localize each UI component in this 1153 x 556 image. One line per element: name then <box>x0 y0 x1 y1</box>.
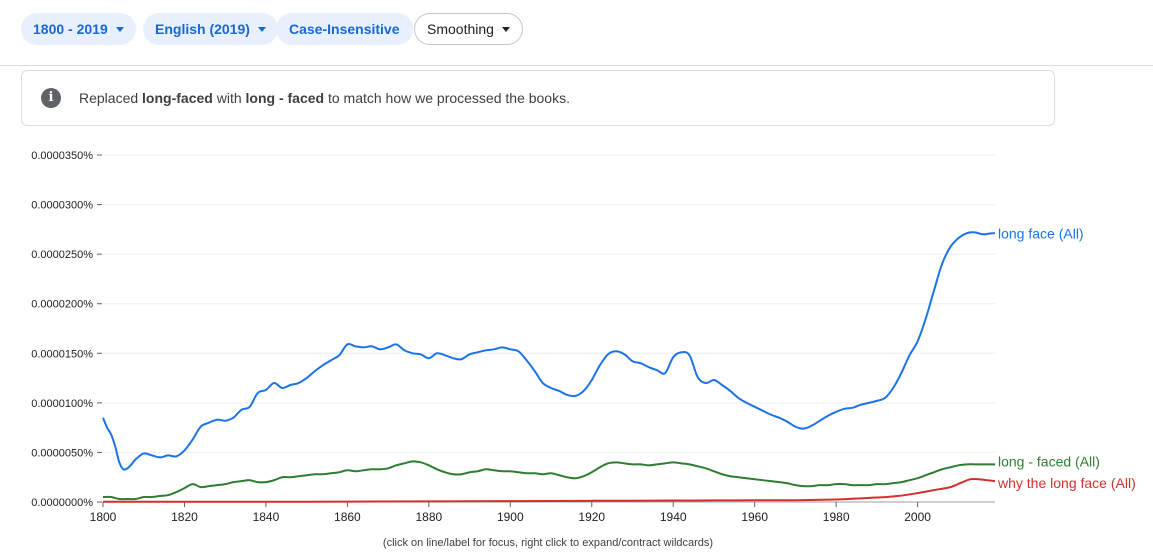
chevron-down-icon <box>115 26 124 32</box>
smoothing-label: Smoothing <box>427 21 494 37</box>
x-tick-label: 1820 <box>171 510 198 524</box>
series-labels: long face (All) long - faced (All) why the… <box>997 225 1136 491</box>
y-tick-label: 0.0000050% <box>31 447 93 459</box>
x-tick-label: 1900 <box>497 510 524 524</box>
y-tick-label: 0.0000200% <box>31 299 93 311</box>
notice-middle: with <box>212 90 246 106</box>
notice-replacement-term: long - faced <box>245 90 325 106</box>
chevron-down-icon <box>257 26 266 32</box>
replacement-notice: i Replaced long-faced with long - faced … <box>21 70 1055 126</box>
x-tick-label: 1880 <box>415 510 442 524</box>
series-label[interactable]: long - faced (All) <box>998 453 1100 469</box>
chart-help-text: (click on line/label for focus, right cl… <box>382 537 714 549</box>
series-line[interactable] <box>103 477 996 503</box>
x-tick-label: 1960 <box>741 510 768 524</box>
x-tick-label: 1940 <box>660 510 687 524</box>
notice-suffix: to match how we processed the books. <box>324 90 570 106</box>
y-tick-label: 0.0000300% <box>31 200 93 212</box>
x-tick-label: 1840 <box>253 510 280 524</box>
y-tick-label: 0.0000350% <box>31 150 93 162</box>
case-toggle-button[interactable]: Case-Insensitive <box>276 13 413 45</box>
y-tick-label: 0.0000250% <box>31 249 93 261</box>
query-toolbar: 1800 - 2019 English (2019) Case-Insensit… <box>0 0 1153 66</box>
y-tick-label: 0.0000100% <box>31 398 93 410</box>
x-axis: 1800 1820 1840 1860 1880 1900 1920 1940 1960 1980… <box>90 501 995 524</box>
y-axis: 0.0000000% 0.0000050% 0.0000100% 0.0000150%… <box>31 150 102 509</box>
series-label[interactable]: long face (All) <box>998 225 1084 241</box>
corpus-dropdown[interactable]: English (2019) <box>143 13 278 45</box>
year-range-label: 1800 - 2019 <box>33 21 108 37</box>
notice-original-term: long-faced <box>142 90 213 106</box>
case-label: Case-Insensitive <box>289 21 400 37</box>
notice-prefix: Replaced <box>79 90 143 106</box>
x-tick-label: 1920 <box>578 510 605 524</box>
y-tick-label: 0.0000150% <box>31 348 93 360</box>
notice-text: Replaced long-faced with long - faced to… <box>79 90 570 106</box>
series-line[interactable] <box>102 460 995 501</box>
x-tick-label: 2000 <box>904 510 931 524</box>
smoothing-dropdown[interactable]: Smoothing <box>414 13 523 45</box>
x-tick-label: 1800 <box>90 510 117 524</box>
chart-gridlines <box>103 154 995 453</box>
x-tick-label: 1860 <box>334 510 361 524</box>
ngram-chart: 0.0000000% 0.0000050% 0.0000100% 0.0000150%… <box>31 150 1136 524</box>
chart-series <box>102 231 996 503</box>
chevron-down-icon <box>501 26 510 32</box>
corpus-label: English (2019) <box>155 21 250 37</box>
year-range-dropdown[interactable]: 1800 - 2019 <box>21 13 136 45</box>
info-icon: i <box>41 88 61 108</box>
series-line[interactable] <box>102 231 996 471</box>
series-label[interactable]: why the long face (All) <box>997 475 1136 491</box>
y-tick-label: 0.0000000% <box>31 497 93 509</box>
x-tick-label: 1980 <box>823 510 850 524</box>
